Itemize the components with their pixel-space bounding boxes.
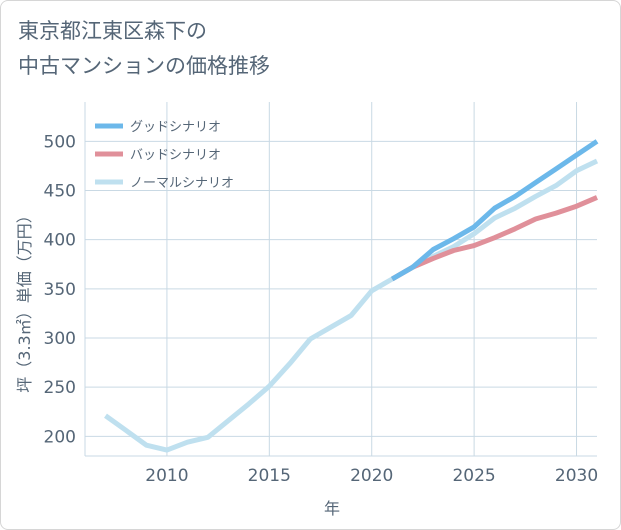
y-tick-200: 200 <box>44 427 76 447</box>
x-tick-2020: 2020 <box>350 466 393 486</box>
y-axis-label: 坪（3.3㎡）単価（万円） <box>15 207 34 392</box>
series-line-0 <box>390 139 599 282</box>
series-line-2 <box>104 158 599 453</box>
series-line-1 <box>390 195 598 282</box>
x-tick-2015: 2015 <box>248 466 291 486</box>
y-tick-400: 400 <box>44 231 76 251</box>
y-tick-350: 350 <box>44 280 76 300</box>
x-axis-label: 年 <box>324 499 340 518</box>
chart-title: 東京都江東区森下の 中古マンションの価格推移 <box>18 19 270 78</box>
legend-label-2: ノーマルシナリオ <box>130 176 234 191</box>
x-tick-2025: 2025 <box>452 466 495 486</box>
y-tick-450: 450 <box>44 182 76 202</box>
tick-labels: 200 250 300 350 400 450 500 2010 2015 2020 2025 203… <box>44 132 599 486</box>
legend-label-1: バッドシナリオ <box>130 148 221 163</box>
legend-label-0: グッドシナリオ <box>130 120 221 135</box>
x-tick-2030: 2030 <box>555 466 598 486</box>
grid-lines <box>84 102 597 457</box>
y-tick-300: 300 <box>44 329 76 349</box>
series-lines <box>104 139 599 453</box>
y-tick-500: 500 <box>44 132 76 152</box>
x-tick-2010: 2010 <box>145 466 188 486</box>
y-tick-250: 250 <box>44 378 76 398</box>
